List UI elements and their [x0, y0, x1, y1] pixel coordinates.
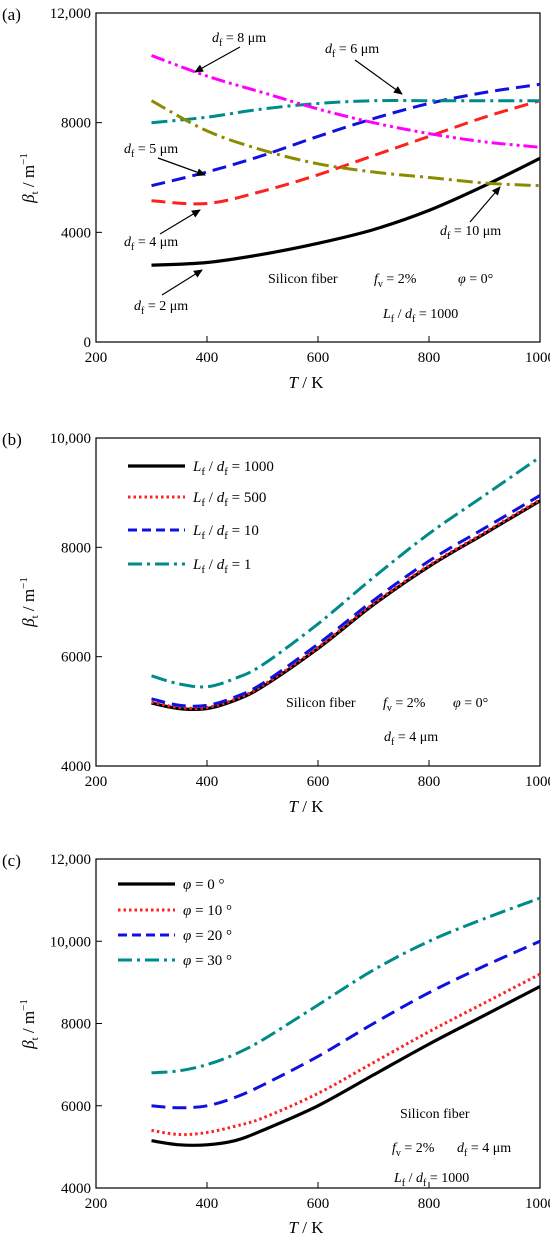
x-tick-label: 600: [307, 1196, 330, 1212]
y-tick-label: 10,000: [50, 934, 91, 950]
label-df-10um: df = 10 μm: [440, 224, 501, 242]
legend-label-aspect-10: Lf / df = 10: [192, 523, 259, 542]
legend-label-aspect-1: Lf / df = 1: [192, 557, 251, 576]
x-axis-label: T / K: [289, 373, 325, 392]
arrow-df-4um: [159, 209, 201, 235]
panel-label: (c): [2, 851, 21, 870]
arrow-df-6um: [354, 59, 403, 95]
annotation-material: Silicon fiber: [286, 696, 356, 711]
legend-label-aspect-1000: Lf / df = 1000: [192, 459, 274, 478]
x-tick-label: 800: [418, 774, 441, 790]
panel-b: (b) 200 400 600 800 1000 4000 6000 8000 10,000 T…: [2, 430, 550, 816]
y-tick-label: 0: [84, 335, 92, 351]
legend: φ = 0 ° φ = 10 ° φ = 20 ° φ = 30 °: [118, 877, 232, 969]
series-line-0: [151, 985, 541, 1147]
series-line-30: [151, 896, 541, 1075]
label-df-2um: df = 2 μm: [134, 299, 188, 317]
series-line-df-6-m: [151, 99, 540, 125]
legend-label-phi-30: φ = 30 °: [183, 953, 232, 969]
legend: Lf / df = 1000 Lf / df = 500 Lf / df = 1…: [128, 459, 274, 576]
legend-label-phi-20: φ = 20 °: [183, 928, 232, 944]
data-series: [151, 455, 541, 712]
y-tick-label: 6000: [61, 650, 91, 666]
x-axis-label: T / K: [289, 797, 325, 816]
legend-label-phi-0: φ = 0 °: [183, 877, 225, 893]
y-axis-label: βt / m−1: [18, 153, 41, 204]
annotation-aspect: Lf / df = 1000: [382, 307, 458, 325]
panel-label: (b): [2, 430, 22, 449]
x-tick-label: 1000: [525, 774, 550, 790]
series-line-df-8-m: [150, 54, 541, 149]
panel-a: (a) 200 400 600 800 1000 0 4000 8000 12,000 T / …: [2, 5, 550, 392]
arrow-df-8um: [194, 46, 241, 73]
y-tick-label: 10,000: [50, 431, 91, 447]
axis-ticks: 200 400 600 800 1000 0 4000 8000 12,000: [50, 6, 550, 366]
series-line-10: [151, 972, 541, 1137]
data-series: [151, 896, 541, 1147]
x-tick-label: 1000: [525, 1196, 550, 1212]
y-tick-label: 12,000: [50, 6, 91, 22]
x-tick-label: 800: [418, 1196, 441, 1212]
x-tick-label: 1000: [525, 350, 550, 366]
series-line-df-4-m: [151, 99, 541, 206]
data-series: [150, 54, 541, 267]
y-tick-label: 4000: [61, 225, 91, 241]
annotation-material: Silicon fiber: [400, 1107, 470, 1122]
annotation-fv: fv = 2%: [383, 696, 426, 714]
annotation-fv: fv = 2%: [374, 272, 417, 290]
series-line-lf-df-10: [151, 494, 541, 708]
series-line-df-2-m: [151, 156, 541, 267]
label-df-8um: df = 8 μm: [212, 31, 266, 49]
plot-frame: [95, 858, 541, 1189]
x-tick-label: 800: [418, 350, 441, 366]
y-tick-label: 12,000: [50, 852, 91, 868]
x-axis-label: T / K: [289, 1218, 325, 1237]
annotation-phi: φ = 0°: [453, 696, 488, 711]
annotation-df: df = 4 μm: [384, 730, 438, 748]
x-tick-label: 200: [85, 350, 108, 366]
x-tick-label: 400: [196, 350, 219, 366]
x-tick-label: 400: [196, 1196, 219, 1212]
series-line-20: [151, 939, 541, 1110]
legend-label-phi-10: φ = 10 °: [183, 903, 232, 919]
y-tick-label: 4000: [61, 1181, 91, 1197]
panel-label: (a): [2, 5, 21, 24]
arrow-df-2um: [161, 269, 203, 296]
x-tick-label: 200: [85, 1196, 108, 1212]
annotation-phi: φ = 0°: [458, 272, 493, 287]
annotation-material: Silicon fiber: [268, 272, 338, 287]
series-line-df-5-m: [151, 82, 541, 188]
y-tick-label: 4000: [61, 759, 91, 775]
x-tick-label: 600: [307, 350, 330, 366]
label-df-5um: df = 5 μm: [124, 142, 178, 160]
x-tick-label: 400: [196, 774, 219, 790]
plot-frame: [95, 12, 541, 343]
y-tick-label: 8000: [61, 116, 91, 132]
y-axis-label: βt / m−1: [18, 577, 41, 628]
arrow-df-5um: [157, 157, 206, 177]
panel-c: (c) 200 400 600 800 1000 4000 6000 8000 10,000 12…: [2, 851, 550, 1237]
y-axis-label: βt / m−1: [18, 999, 41, 1050]
label-df-6um: df = 6 μm: [325, 42, 379, 60]
y-tick-label: 8000: [61, 1017, 91, 1033]
axis-ticks: 200 400 600 800 1000 4000 6000 8000 10,000: [50, 431, 550, 790]
y-tick-label: 6000: [61, 1099, 91, 1115]
y-tick-label: 8000: [61, 540, 91, 556]
series-line-lf-df-500: [151, 498, 541, 710]
arrow-df-10um: [469, 186, 501, 223]
series-line-df-10-m: [150, 99, 541, 188]
x-tick-label: 200: [85, 774, 108, 790]
annotation-fv: fv = 2%: [392, 1141, 435, 1159]
axis-ticks: 200 400 600 800 1000 4000 6000 8000 10,000 12,000: [50, 852, 550, 1212]
x-tick-label: 600: [307, 774, 330, 790]
plot-frame: [95, 437, 541, 767]
annotation-df: df = 4 μm: [457, 1141, 511, 1159]
legend-label-aspect-500: Lf / df = 500: [192, 490, 266, 509]
label-df-4um: df = 4 μm: [124, 235, 178, 253]
annotation-aspect: Lf / df = 1000: [393, 1171, 469, 1189]
